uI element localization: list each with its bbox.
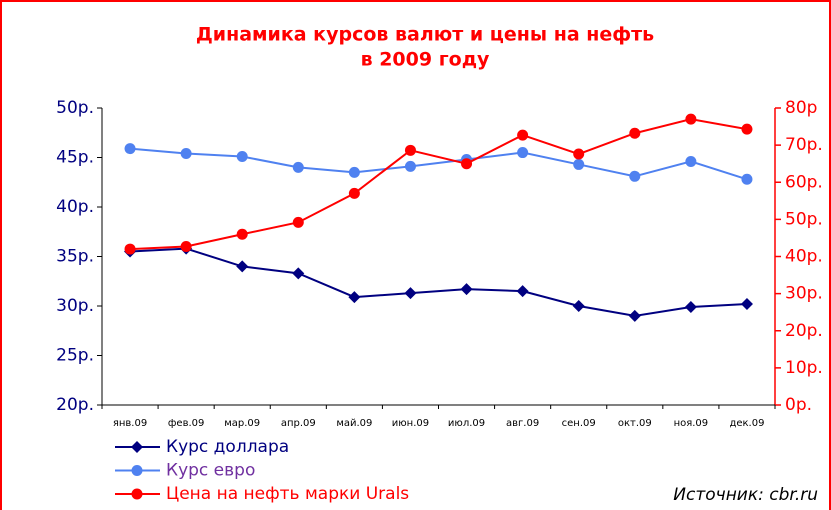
y2-tick-label: 40р. xyxy=(785,247,823,267)
y2-tick-label: 60р. xyxy=(785,172,823,192)
y2-tick-label: 70р. xyxy=(785,135,823,155)
y-tick-label: 50р. xyxy=(56,98,94,118)
data-point xyxy=(517,129,529,141)
data-point xyxy=(460,283,473,296)
x-tick-label: окт.09 xyxy=(618,418,652,429)
data-point xyxy=(685,113,697,125)
legend-label: Курс доллара xyxy=(166,437,289,457)
y2-tick-label: 0р. xyxy=(785,395,812,415)
data-point xyxy=(741,173,753,185)
data-point xyxy=(348,291,361,304)
data-point xyxy=(572,300,585,312)
data-point xyxy=(348,187,360,199)
data-point xyxy=(573,148,585,160)
data-point xyxy=(741,123,753,135)
data-point xyxy=(684,300,697,313)
legend-label: Цена на нефть марки Urals xyxy=(166,484,409,504)
data-point xyxy=(573,158,585,170)
series-line xyxy=(129,118,748,251)
y2-tick-label: 10р. xyxy=(785,358,823,378)
data-point xyxy=(404,287,417,300)
x-tick-label: июн.09 xyxy=(392,418,429,429)
data-point xyxy=(629,170,641,182)
y-tick-label: 45р. xyxy=(56,148,94,168)
data-point xyxy=(516,285,529,298)
data-point xyxy=(404,144,416,156)
data-point xyxy=(180,240,192,252)
data-point xyxy=(292,267,305,280)
y-tick-label: 25р. xyxy=(56,346,94,366)
y2-tick-label: 20р. xyxy=(785,321,823,341)
data-point xyxy=(124,143,136,155)
data-point xyxy=(180,148,192,160)
series-line xyxy=(129,247,748,317)
x-tick-label: дек.09 xyxy=(729,418,764,429)
series-line xyxy=(129,147,748,181)
legend-label: Курс евро xyxy=(166,461,255,481)
data-point xyxy=(629,127,641,139)
y2-tick-label: 80р xyxy=(785,98,817,118)
y-tick-label: 40р. xyxy=(56,197,94,217)
data-point xyxy=(628,309,641,322)
x-tick-label: мар.09 xyxy=(224,418,260,429)
chart-title: Динамика курсов валют и цены на нефть xyxy=(196,24,654,46)
x-tick-label: июл.09 xyxy=(448,418,485,429)
chart-title: в 2009 году xyxy=(361,49,490,71)
x-tick-label: сен.09 xyxy=(562,418,596,429)
y-tick-label: 30р. xyxy=(56,296,94,316)
data-point xyxy=(404,160,416,172)
data-point xyxy=(292,161,304,173)
source-note: Источник: cbr.ru xyxy=(673,485,818,505)
x-tick-label: фев.09 xyxy=(168,418,205,429)
data-point xyxy=(348,166,360,178)
data-point xyxy=(236,228,248,240)
x-tick-label: апр.09 xyxy=(281,418,316,429)
data-point xyxy=(236,260,249,273)
legend-marker xyxy=(131,465,143,476)
y-tick-label: 35р. xyxy=(56,247,94,267)
y2-tick-label: 50р. xyxy=(785,209,823,229)
x-tick-label: ноя.09 xyxy=(674,418,709,429)
data-point xyxy=(292,216,304,228)
y-tick-label: 20р. xyxy=(56,395,94,415)
data-point xyxy=(740,298,753,311)
x-tick-label: май.09 xyxy=(336,418,372,429)
y2-tick-label: 30р. xyxy=(785,284,823,304)
legend-marker xyxy=(131,488,143,500)
x-tick-label: авг.09 xyxy=(506,418,539,429)
data-point xyxy=(124,243,136,255)
data-point xyxy=(517,147,529,159)
data-point xyxy=(461,158,473,170)
data-point xyxy=(685,155,697,167)
data-point xyxy=(236,151,248,163)
legend-marker xyxy=(131,441,143,453)
x-tick-label: янв.09 xyxy=(113,418,147,429)
